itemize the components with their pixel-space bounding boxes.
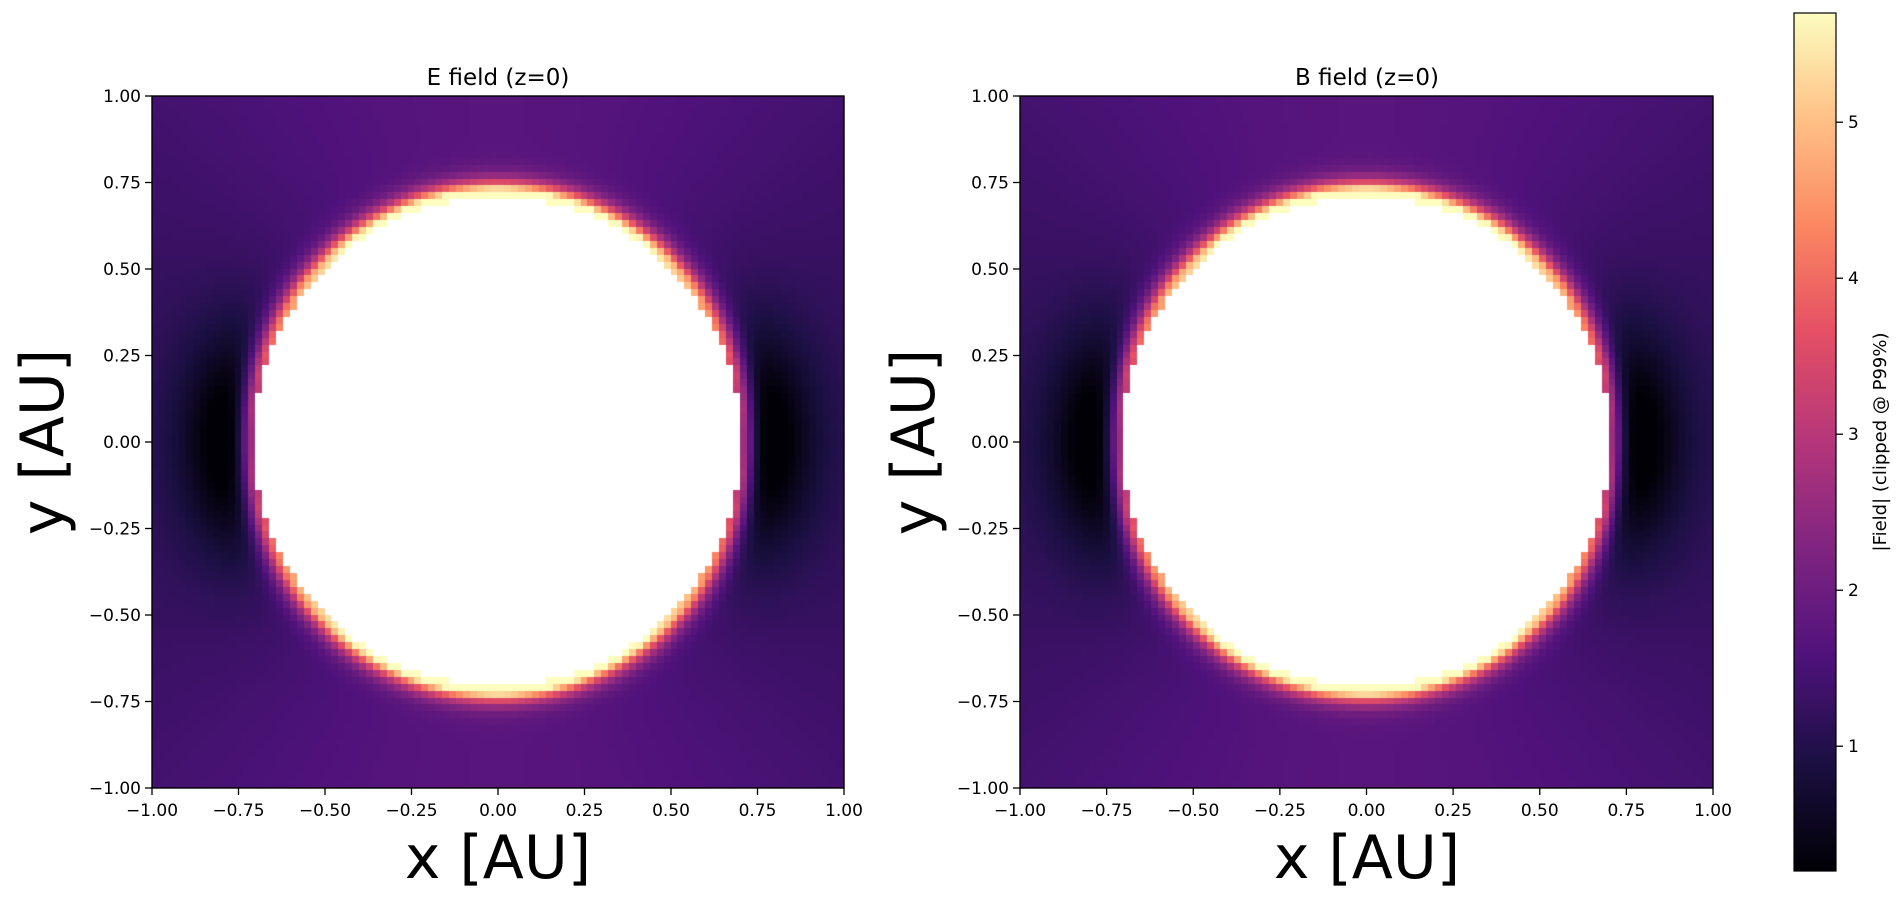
colorbar-tick-label: 5 bbox=[1848, 113, 1859, 133]
y-tick-label: −0.50 bbox=[89, 606, 141, 626]
colorbar-tick-label: 3 bbox=[1848, 425, 1859, 445]
panel-b-field: B field (z=0) −1.00 −0.75 −0.50 −0.25 0.00 0.… bbox=[879, 65, 1732, 893]
x-axis-label-e: x [AU] bbox=[405, 823, 591, 893]
x-tick-label: −0.50 bbox=[299, 801, 351, 821]
x-tick-label: −1.00 bbox=[126, 801, 178, 821]
y-tick-label: 0.00 bbox=[103, 433, 141, 453]
x-tick-label: 0.50 bbox=[652, 801, 690, 821]
x-tick-label: −0.75 bbox=[1081, 801, 1133, 821]
colorbar-tick-label: 1 bbox=[1848, 737, 1859, 757]
y-tick-label: 0.50 bbox=[103, 260, 141, 280]
y-tick-label: −1.00 bbox=[89, 779, 141, 799]
x-tick-label: −0.25 bbox=[385, 801, 437, 821]
y-tick-label: 0.00 bbox=[971, 433, 1009, 453]
x-tick-label: 0.00 bbox=[479, 801, 517, 821]
x-tick-label: 0.25 bbox=[1434, 801, 1472, 821]
y-tick-label: −0.75 bbox=[89, 693, 141, 713]
y-tick-label: −0.25 bbox=[89, 520, 141, 540]
y-ticks-e: −1.00 −0.75 −0.50 −0.25 0.00 0.25 0.50 0.75 1.00 bbox=[89, 87, 152, 799]
y-tick-label: 0.25 bbox=[103, 347, 141, 367]
x-tick-label: 0.75 bbox=[1607, 801, 1645, 821]
y-tick-label: −0.25 bbox=[957, 520, 1009, 540]
y-tick-label: 0.75 bbox=[971, 174, 1009, 194]
y-tick-label: −0.50 bbox=[957, 606, 1009, 626]
x-tick-label: 1.00 bbox=[825, 801, 863, 821]
y-tick-label: 0.75 bbox=[103, 174, 141, 194]
x-tick-label: −0.75 bbox=[212, 801, 264, 821]
x-ticks-e: −1.00 −0.75 −0.50 −0.25 0.00 0.25 0.50 0.75 1.00 bbox=[126, 788, 863, 821]
colorbar-ticks: 1 2 3 4 5 bbox=[1836, 113, 1859, 757]
heatmap-e bbox=[152, 96, 844, 788]
y-tick-label: 0.50 bbox=[971, 260, 1009, 280]
x-tick-label: 0.25 bbox=[566, 801, 604, 821]
y-axis-label-b: y [AU] bbox=[879, 349, 949, 535]
colorbar-gradient bbox=[1793, 12, 1837, 872]
x-tick-label: 1.00 bbox=[1694, 801, 1732, 821]
x-tick-label: 0.75 bbox=[739, 801, 777, 821]
colorbar-tick-label: 4 bbox=[1848, 269, 1859, 289]
x-tick-label: −1.00 bbox=[994, 801, 1046, 821]
colorbar-tick-label: 2 bbox=[1848, 581, 1859, 601]
y-tick-label: 1.00 bbox=[971, 87, 1009, 107]
colorbar: 1 2 3 4 5 |Field| (clipped @ P99%) bbox=[1793, 12, 1891, 872]
colorbar-label: |Field| (clipped @ P99%) bbox=[1870, 333, 1891, 552]
y-tick-label: 0.25 bbox=[971, 347, 1009, 367]
y-tick-label: −1.00 bbox=[957, 779, 1009, 799]
y-tick-label: −0.75 bbox=[957, 693, 1009, 713]
x-tick-label: 0.00 bbox=[1348, 801, 1386, 821]
y-ticks-b: −1.00 −0.75 −0.50 −0.25 0.00 0.25 0.50 0.75 1.00 bbox=[957, 87, 1020, 799]
x-tick-label: 0.50 bbox=[1521, 801, 1559, 821]
panel-e-field: E field (z=0) −1.00 −0.75 −0.50 −0.25 0.00 0.… bbox=[8, 65, 863, 893]
x-ticks-b: −1.00 −0.75 −0.50 −0.25 0.00 0.25 0.50 0.75 1.00 bbox=[994, 788, 1732, 821]
y-tick-label: 1.00 bbox=[103, 87, 141, 107]
x-axis-label-b: x [AU] bbox=[1274, 823, 1460, 893]
heatmap-b bbox=[1020, 96, 1713, 788]
x-tick-label: −0.50 bbox=[1167, 801, 1219, 821]
x-tick-label: −0.25 bbox=[1254, 801, 1306, 821]
panel-e-title: E field (z=0) bbox=[427, 65, 570, 91]
panel-b-title: B field (z=0) bbox=[1295, 65, 1439, 91]
y-axis-label-e: y [AU] bbox=[8, 349, 78, 535]
